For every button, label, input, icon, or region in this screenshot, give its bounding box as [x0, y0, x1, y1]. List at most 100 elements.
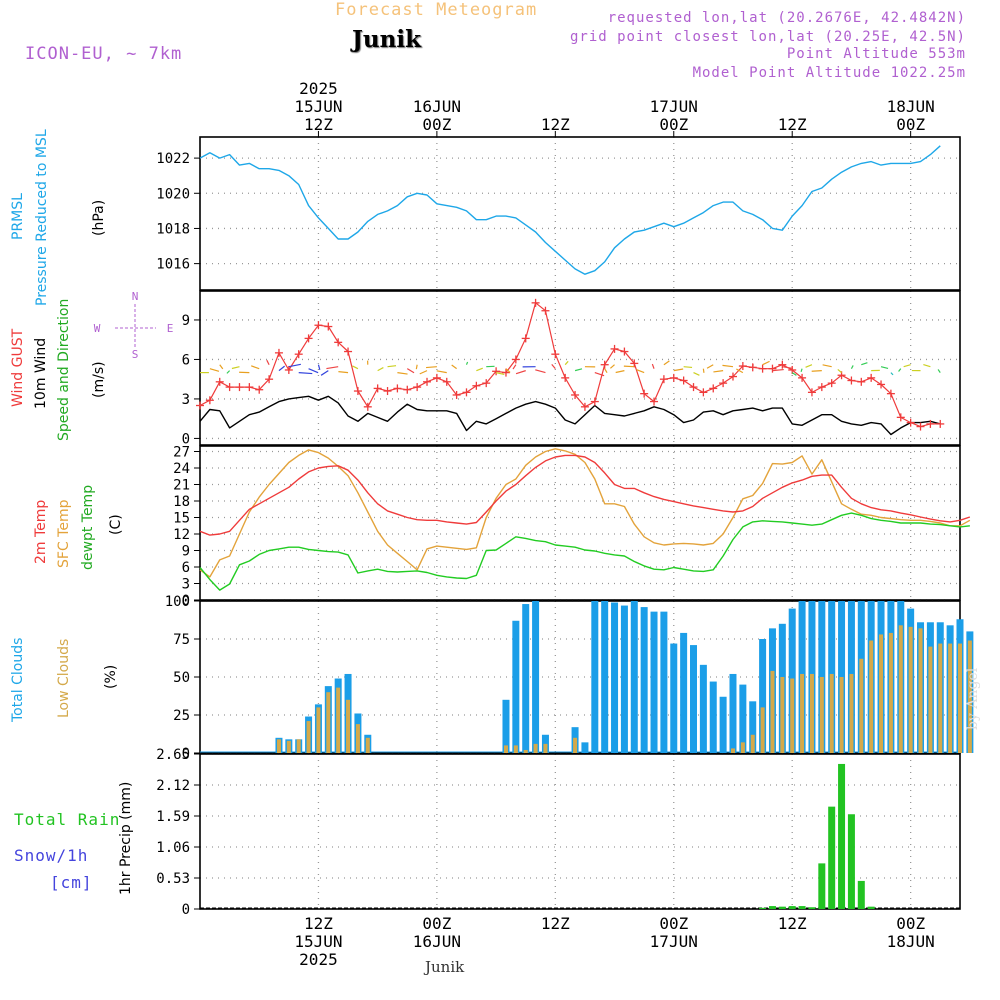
wind-arrow [387, 365, 397, 368]
wind-arrow [352, 365, 359, 370]
low-cloud-bar [316, 707, 321, 753]
gust-marker [314, 321, 323, 330]
time-label-bottom: 2025 [299, 950, 338, 969]
low-clouds-label: Low Clouds [56, 638, 72, 718]
wind-arrow [800, 368, 803, 372]
low-cloud-bar [346, 699, 351, 753]
gust-marker [650, 397, 659, 406]
pressure-unit: (hPa) [91, 199, 107, 236]
gust-marker [531, 298, 540, 307]
gust-marker [817, 383, 826, 392]
gust-marker [452, 390, 461, 399]
gust-marker [334, 338, 343, 347]
compass-w: W [94, 322, 101, 335]
wind-arrow [298, 372, 313, 375]
wind-line [199, 395, 941, 436]
low-cloud-bar [523, 749, 528, 753]
panel-frame [199, 753, 961, 910]
gust-line [199, 302, 941, 428]
footer-location: Junik [425, 958, 465, 976]
time-label-bottom: 12Z [778, 914, 807, 933]
total-cloud-bar [749, 701, 757, 753]
gust-marker [699, 388, 708, 397]
model-altitude: Model Point Altitude 1022.25m [692, 65, 966, 81]
wind-arrow [551, 363, 556, 370]
gust-marker [482, 379, 491, 388]
wind-arrow [231, 366, 240, 370]
gust-marker [363, 402, 372, 411]
gust-marker [442, 377, 451, 386]
panel-frame [199, 136, 961, 291]
gust-marker [225, 383, 234, 392]
wind-arrow [515, 370, 526, 375]
total-cloud-bar [611, 602, 619, 753]
wind-arrow [419, 370, 428, 375]
low-cloud-bar [276, 739, 281, 753]
wind-arrow [782, 366, 794, 370]
y-tick-label: 18 [173, 494, 190, 510]
y-tick-label: 27 [173, 445, 190, 461]
low-cloud-bar [819, 677, 824, 753]
wind-arrow [772, 368, 784, 372]
gust-marker [867, 373, 876, 382]
gust-marker [551, 350, 560, 359]
total-cloud-bar [591, 601, 599, 753]
wind-arrow [762, 360, 770, 366]
gust-marker [630, 359, 639, 368]
gust-marker [758, 364, 767, 373]
sfc-temp-line [199, 448, 971, 578]
total-cloud-bar [601, 601, 609, 753]
time-label-top: 00Z [422, 115, 451, 134]
gust-marker [807, 388, 816, 397]
low-cloud-bar [770, 670, 775, 753]
gust-marker [511, 355, 520, 364]
y-tick-label: 0.53 [156, 871, 190, 887]
gust-marker [847, 376, 856, 385]
wind-dir-label: Speed and Direction [56, 298, 72, 441]
low-cloud-bar [306, 721, 311, 753]
low-cloud-bar [958, 643, 962, 753]
wind-arrow [338, 371, 349, 374]
location-title: Junik [352, 26, 421, 53]
wind-arrow [226, 370, 231, 374]
rain-bar [818, 863, 826, 909]
gust-marker [274, 348, 283, 357]
total-cloud-bar [660, 611, 668, 753]
temp-unit: (C) [108, 514, 124, 535]
time-label-top: 12Z [304, 115, 333, 134]
time-label-bottom: 15JUN [294, 932, 342, 951]
wind-arrow [623, 365, 635, 368]
low-cloud-bar [967, 640, 972, 753]
gust-marker [916, 422, 925, 431]
low-cloud-bar [740, 742, 745, 753]
time-label-bottom: 00Z [659, 914, 688, 933]
wind-arrow [317, 364, 321, 370]
gust-marker [403, 385, 412, 394]
wind-arrow [219, 364, 224, 370]
gust-marker [738, 362, 747, 371]
time-label-top: 18JUN [887, 97, 935, 116]
total-cloud-bar [502, 699, 510, 753]
low-cloud-bar [839, 677, 844, 753]
rain-bar [759, 907, 767, 909]
low-cloud-bar [800, 673, 805, 753]
rain-bar [857, 880, 865, 909]
time-label-bottom: 12Z [304, 914, 333, 933]
gust-marker [561, 373, 570, 382]
low-cloud-bar [513, 745, 518, 753]
low-cloud-bar [908, 626, 913, 753]
low-cloud-bar [760, 707, 765, 753]
low-cloud-bar [849, 673, 854, 753]
wind-arrow [505, 368, 511, 373]
low-cloud-bar [503, 745, 508, 753]
y-tick-label: 0 [182, 746, 190, 762]
precip-label: 1hr Precip (mm) [118, 781, 134, 895]
gust-marker [896, 413, 905, 422]
gust-marker [768, 364, 777, 373]
temp2m-line [199, 454, 971, 536]
rain-bar [867, 906, 875, 909]
rain-bar [808, 907, 816, 909]
gust-marker [196, 401, 204, 410]
time-label-bottom: 00Z [422, 914, 451, 933]
